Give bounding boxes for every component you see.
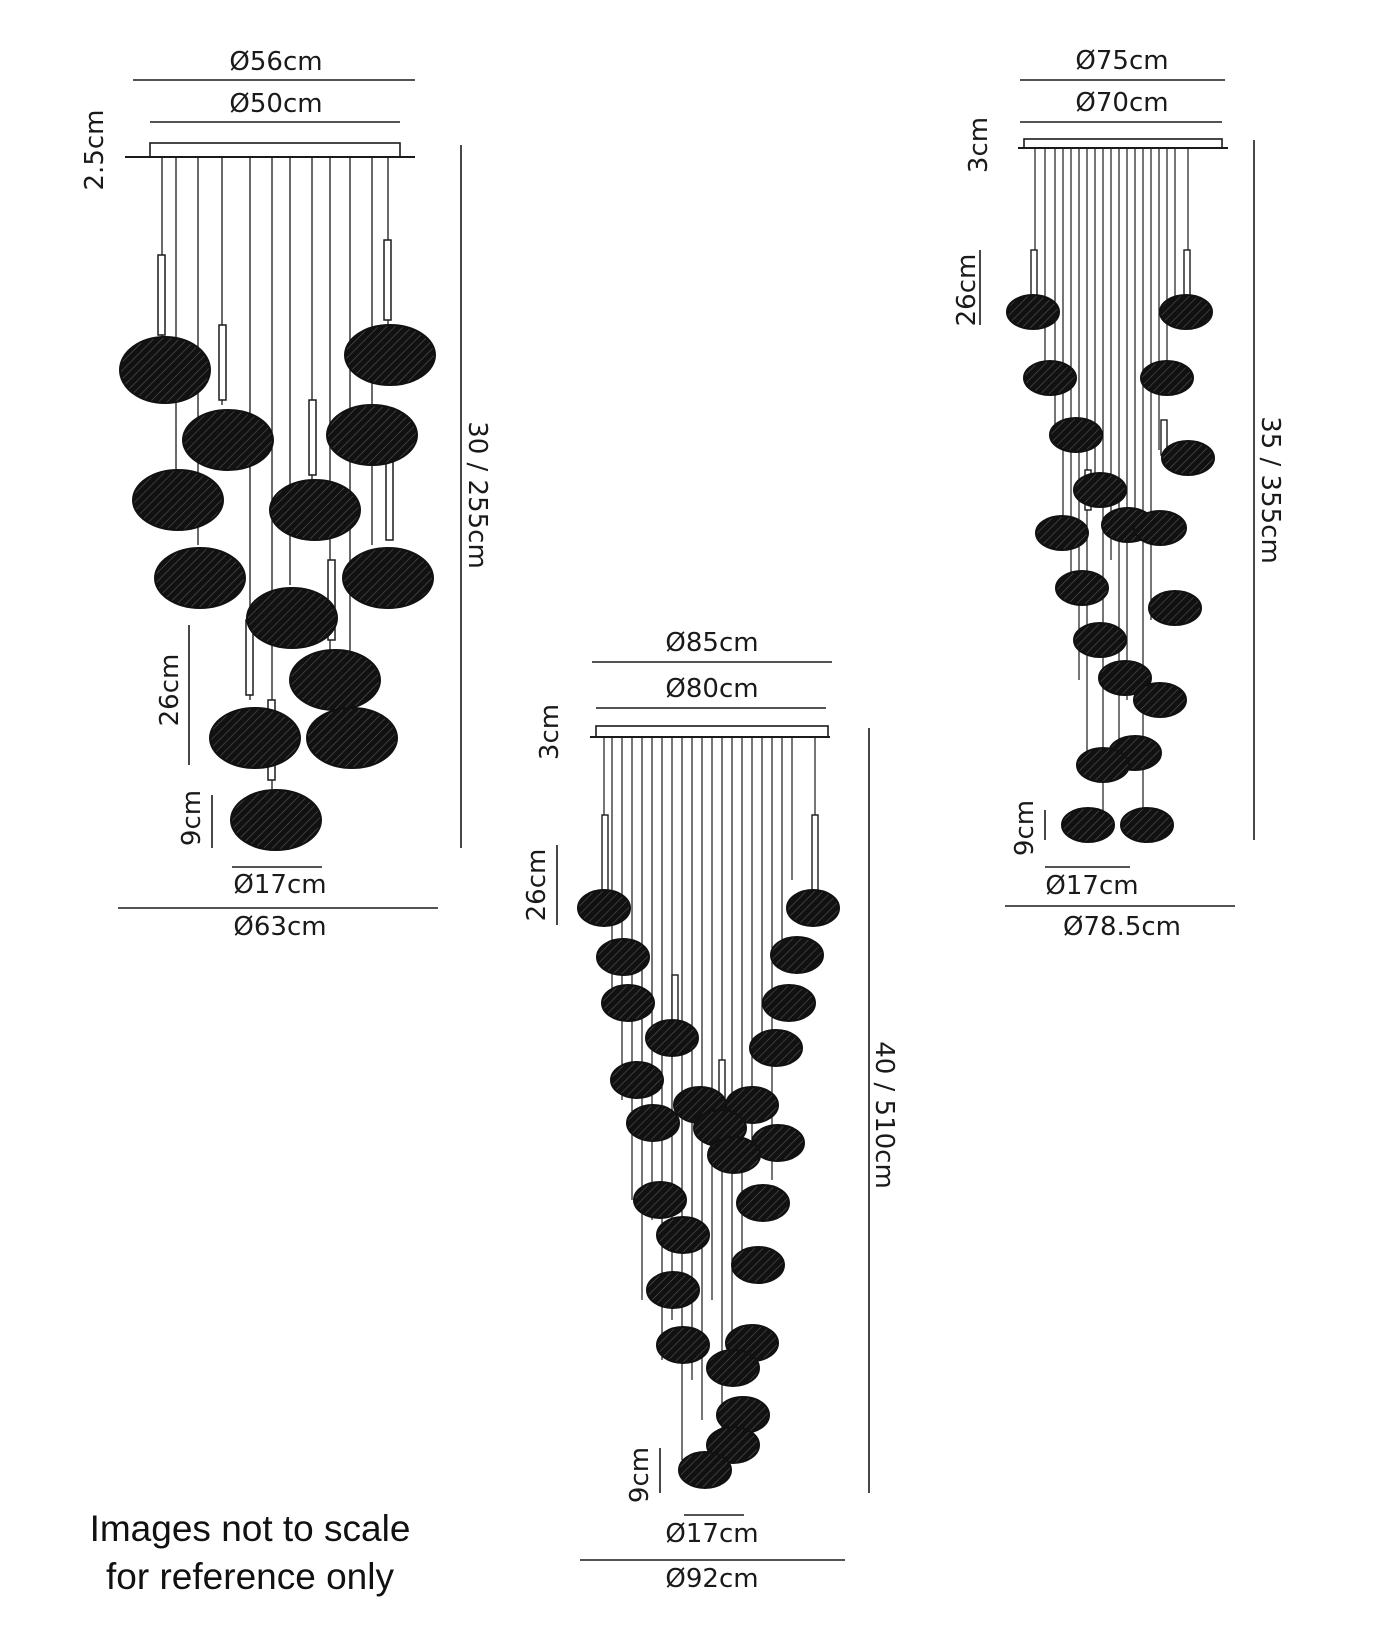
rod-length-label: 26cm (952, 254, 982, 327)
shade-cluster (1006, 294, 1215, 843)
shade-diameter-label: Ø17cm (665, 1519, 758, 1549)
disclaimer-line-2: for reference only (106, 1556, 394, 1597)
shade-cluster (577, 889, 840, 1489)
drop-height-label: 30 / 255cm (462, 421, 492, 569)
shade-height-label: 9cm (1010, 800, 1040, 856)
canopy-inner-diameter: Ø80cm (665, 674, 758, 704)
overall-diameter-label: Ø63cm (233, 912, 326, 942)
canopy-outer-diameter: Ø56cm (229, 47, 322, 77)
rod-length-label: 26cm (522, 849, 552, 922)
fixture-36-light: Ø85cm Ø80cm 3cm (522, 628, 899, 1594)
canopy-outer-diameter: Ø75cm (1075, 46, 1168, 76)
fixture-12-light: Ø56cm Ø50cm 2.5cm (80, 47, 492, 942)
height-dimensions (556, 728, 870, 1561)
disclaimer-note: Images not to scale for reference only (60, 1505, 440, 1601)
shade-height-label: 9cm (625, 1447, 655, 1503)
drop-height-label: 35 / 355cm (1255, 416, 1285, 564)
disclaimer-line-1: Images not to scale (89, 1508, 411, 1549)
shade-cluster (119, 324, 436, 851)
canopy-plate (1023, 138, 1223, 149)
canopy-plate (149, 142, 401, 158)
canopy-inner-diameter: Ø50cm (229, 89, 322, 119)
canopy-plate (595, 725, 829, 738)
height-dimensions (979, 140, 1255, 907)
canopy-height-label: 2.5cm (80, 110, 110, 191)
overall-diameter-label: Ø92cm (665, 1564, 758, 1594)
canopy-outer-diameter: Ø85cm (665, 628, 758, 658)
canopy-inner-diameter: Ø70cm (1075, 88, 1168, 118)
shade-diameter-label: Ø17cm (233, 870, 326, 900)
canopy-height-label: 3cm (535, 704, 565, 760)
fixture-24-light: Ø75cm Ø70cm 3cm (952, 46, 1285, 942)
drop-height-label: 40 / 510cm (869, 1041, 899, 1189)
overall-diameter-label: Ø78.5cm (1063, 912, 1181, 942)
shade-diameter-label: Ø17cm (1045, 871, 1138, 901)
shade-height-label: 9cm (177, 790, 207, 846)
canopy-height-label: 3cm (964, 117, 994, 173)
height-dimensions (118, 145, 462, 909)
rod-length-label: 26cm (155, 654, 185, 727)
